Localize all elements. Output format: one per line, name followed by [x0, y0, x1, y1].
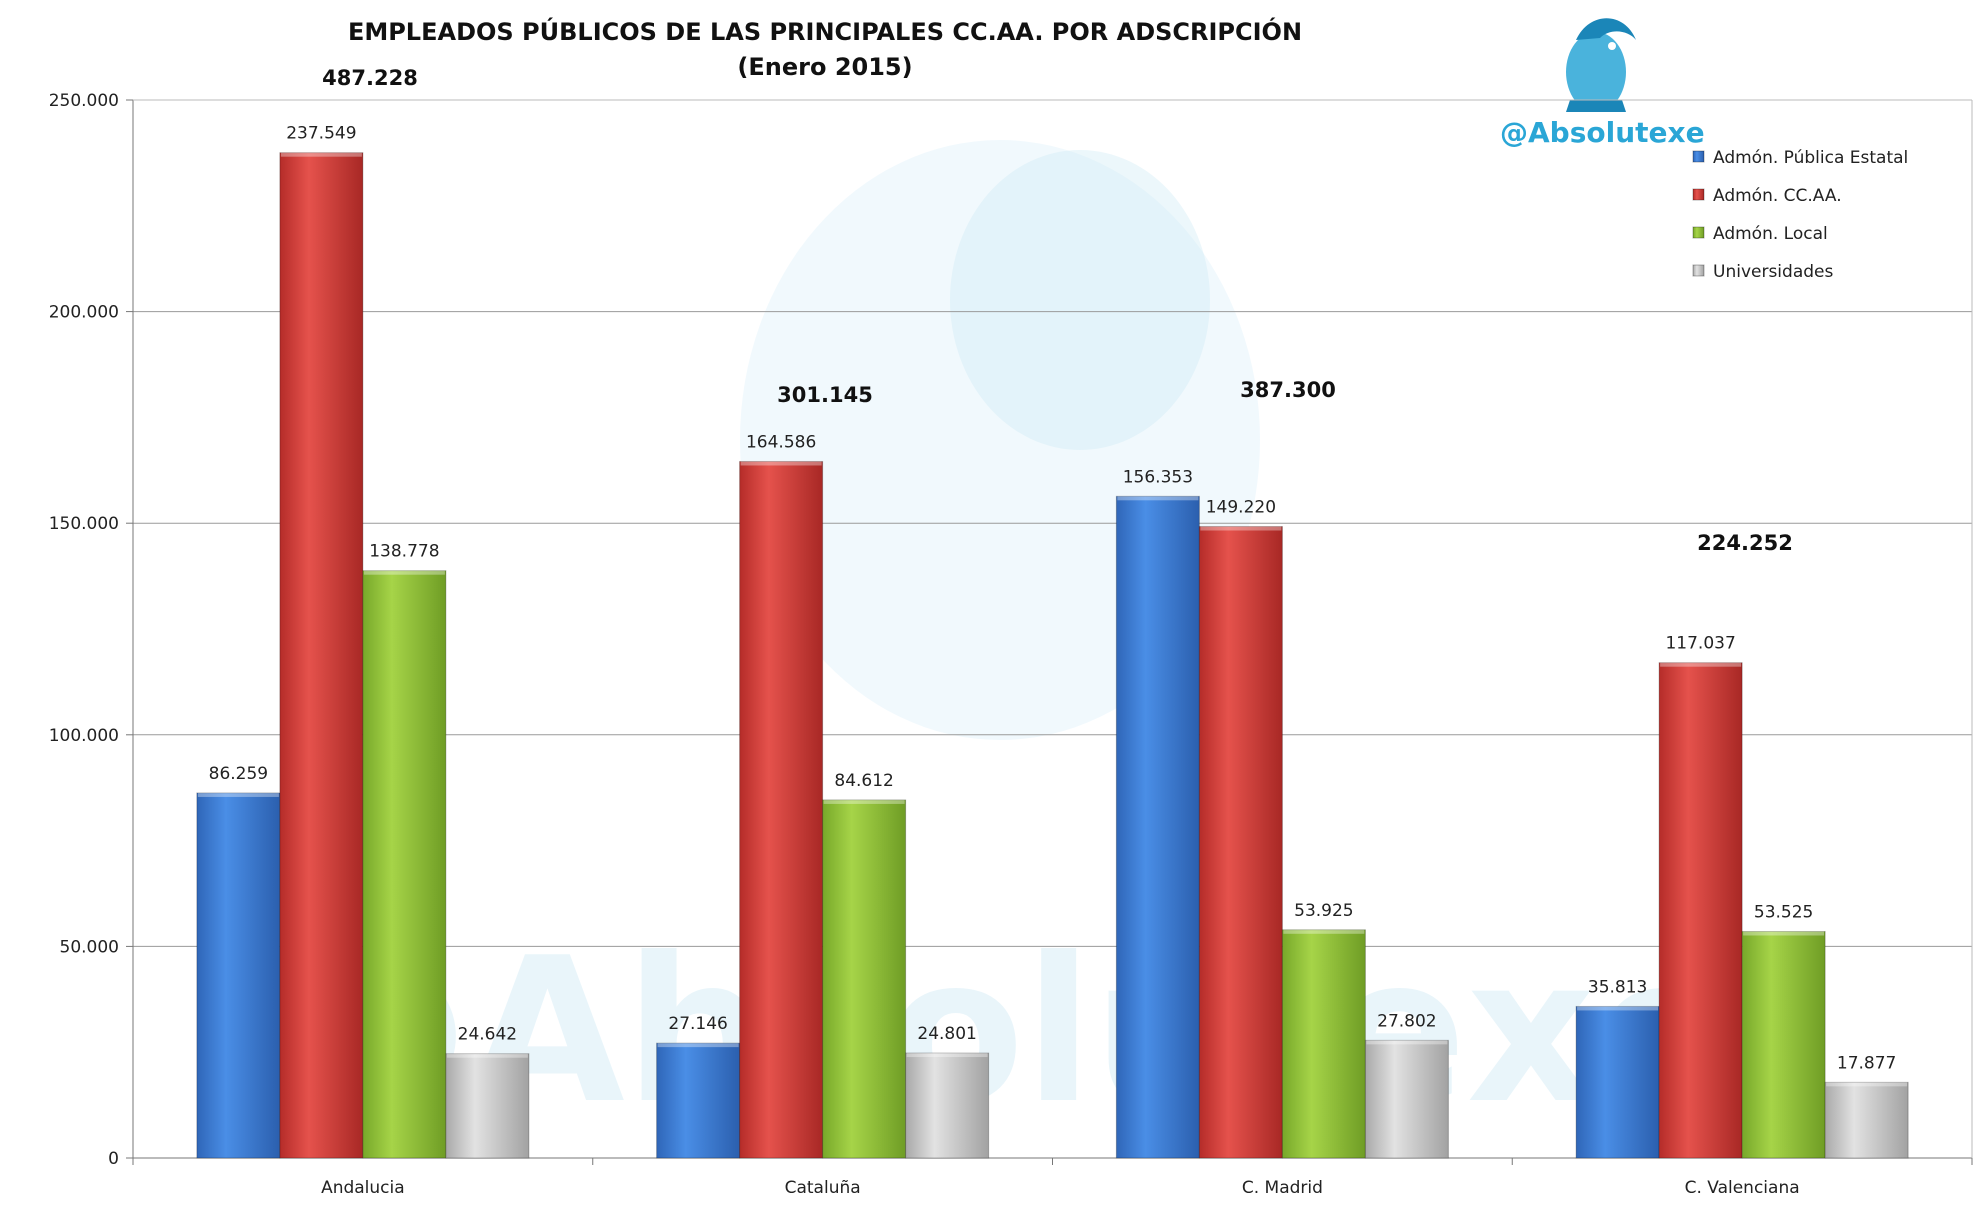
data-label: 164.586	[746, 432, 816, 452]
bar-highlight	[1826, 1082, 1908, 1087]
data-labels: 86.259 237.549 138.778 24.642 27.146 164.586 8…	[209, 124, 1897, 1074]
brand-handle: @Absolutexe	[1500, 116, 1705, 149]
brand-logo: @Absolutexe	[1500, 18, 1705, 149]
x-tick-label: Andalucia	[321, 1178, 405, 1198]
bar-highlight	[740, 461, 822, 466]
y-tick-label: 200.000	[49, 303, 119, 323]
bar-adm-n-p-blica-estatal-0	[196, 792, 281, 1159]
data-label: 237.549	[286, 124, 356, 144]
bar-universidades-0	[445, 1053, 530, 1159]
y-tick-label: 250.000	[49, 91, 119, 111]
watermark: @Absolutexe	[270, 140, 1731, 1148]
griffin-logo-icon	[1566, 18, 1636, 112]
legend-swatch	[1692, 150, 1705, 163]
bar-adm-n-cc-aa--1	[739, 460, 824, 1159]
data-label: 24.642	[458, 1025, 517, 1045]
chart-title: EMPLEADOS PÚBLICOS DE LAS PRINCIPALES CC…	[348, 16, 1302, 46]
bar-universidades-1	[905, 1052, 990, 1159]
bar-highlight	[1366, 1040, 1448, 1045]
chart-subtitle: (Enero 2015)	[737, 53, 912, 81]
data-label: 27.146	[668, 1014, 727, 1034]
data-label: 17.877	[1837, 1053, 1896, 1073]
y-tick-label: 0	[108, 1149, 119, 1169]
bar-highlight	[280, 152, 362, 157]
legend-label: Admón. CC.AA.	[1713, 186, 1842, 206]
bar-highlight	[197, 792, 279, 797]
x-tick-label: C. Valenciana	[1685, 1178, 1800, 1198]
bar-adm-n-local-2	[1281, 929, 1366, 1159]
bar-adm-n-p-blica-estatal-1	[656, 1042, 741, 1159]
data-label: 53.525	[1754, 902, 1813, 922]
bars	[196, 152, 1909, 1159]
y-tick-label: 150.000	[49, 514, 119, 534]
bar-adm-n-local-1	[822, 799, 907, 1159]
bar-adm-n-cc-aa--2	[1198, 526, 1283, 1159]
legend-swatch	[1692, 264, 1705, 277]
bar-adm-n-cc-aa--3	[1658, 662, 1743, 1159]
legend: Admón. Pública Estatal Admón. CC.AA. Admón…	[1692, 148, 1908, 282]
y-tick-label: 50.000	[60, 937, 119, 957]
data-label: 24.801	[917, 1024, 976, 1044]
x-axis: Andalucia Cataluña C. Madrid C. Valenciana	[132, 1158, 1973, 1198]
bar-highlight	[363, 570, 445, 575]
data-label: 117.037	[1665, 634, 1735, 654]
data-label: 35.813	[1588, 977, 1647, 997]
bar-highlight	[446, 1053, 528, 1058]
legend-label: Admón. Local	[1713, 224, 1828, 244]
y-tick-label: 100.000	[49, 726, 119, 746]
bar-adm-n-p-blica-estatal-2	[1115, 495, 1200, 1159]
category-total: 301.145	[777, 383, 873, 407]
data-label: 149.220	[1206, 498, 1276, 518]
data-label: 156.353	[1123, 467, 1193, 487]
data-label: 84.612	[834, 771, 893, 791]
legend-swatch	[1692, 188, 1705, 201]
x-tick-label: C. Madrid	[1242, 1178, 1323, 1198]
bar-universidades-2	[1364, 1039, 1449, 1159]
data-label: 138.778	[369, 542, 439, 562]
bar-highlight	[1660, 662, 1742, 667]
bar-highlight	[1117, 496, 1199, 501]
bar-highlight	[1200, 526, 1282, 531]
category-totals: 487.228 301.145 387.300 224.252	[322, 66, 1793, 555]
bar-highlight	[823, 799, 905, 804]
data-label: 86.259	[209, 764, 268, 784]
bar-highlight	[906, 1053, 988, 1058]
category-total: 487.228	[322, 66, 418, 90]
bar-highlight	[1577, 1006, 1659, 1011]
bar-adm-n-p-blica-estatal-3	[1575, 1005, 1660, 1159]
category-total: 387.300	[1240, 378, 1336, 402]
y-axis: 0 50.000 100.000 150.000 200.000 250.000	[49, 91, 1973, 1169]
x-tick-label: Cataluña	[785, 1178, 861, 1198]
bar-adm-n-local-0	[362, 570, 447, 1159]
legend-swatch	[1692, 226, 1705, 239]
bar-highlight	[1743, 931, 1825, 936]
legend-label: Admón. Pública Estatal	[1713, 148, 1908, 168]
legend-label: Universidades	[1713, 262, 1833, 282]
bar-highlight	[657, 1043, 739, 1048]
bar-universidades-3	[1824, 1081, 1909, 1159]
data-label: 53.925	[1294, 901, 1353, 921]
data-label: 27.802	[1377, 1011, 1436, 1031]
category-total: 224.252	[1697, 531, 1793, 555]
bar-highlight	[1283, 929, 1365, 934]
bar-adm-n-cc-aa--0	[279, 152, 364, 1159]
bar-adm-n-local-3	[1741, 930, 1826, 1159]
